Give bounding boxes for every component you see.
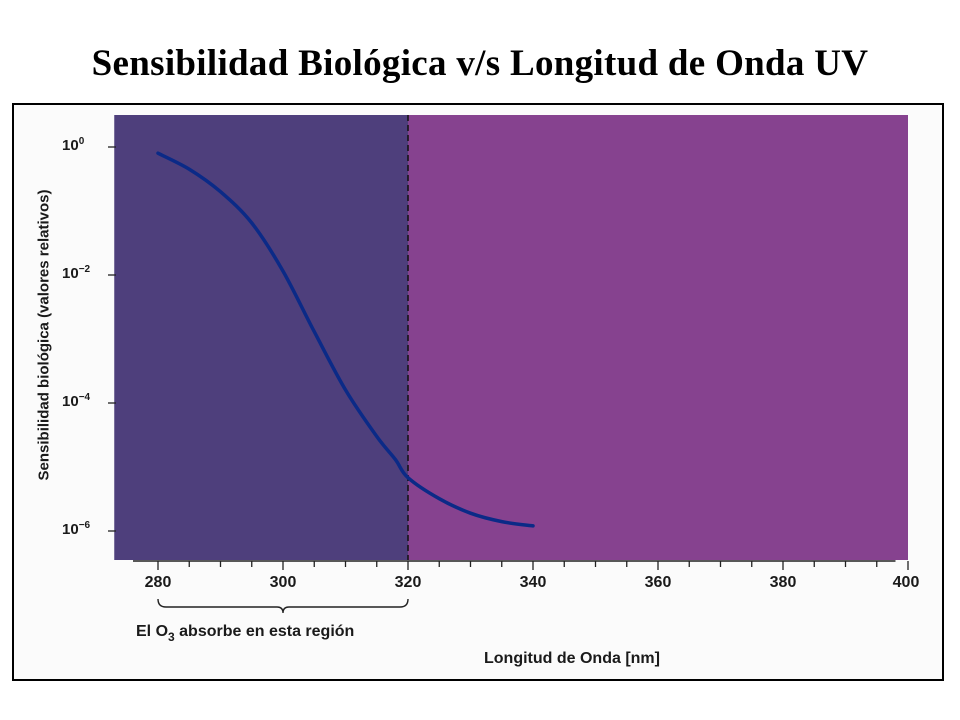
y-tick-base: 10 <box>62 265 79 282</box>
y-tick-exponent: 0 <box>78 136 85 147</box>
annotation-text-start: El O <box>136 623 169 640</box>
y-tick-label-1e-4: 10−4 <box>62 392 91 410</box>
y-tick-exponent: −4 <box>78 392 91 403</box>
y-tick-base: 10 <box>62 521 79 538</box>
y-tick-label-1e-6: 10−6 <box>62 520 91 538</box>
ozone-region-bracket <box>157 598 409 614</box>
chart-frame <box>12 103 944 681</box>
x-tick-label-280: 280 <box>144 574 172 591</box>
y-tick-marks <box>108 146 116 532</box>
region-other-uv <box>408 115 908 560</box>
y-tick-exponent: −6 <box>78 520 91 531</box>
ozone-region-annotation: El O3 absorbe en esta región <box>136 623 355 644</box>
x-minor-ticks <box>157 561 909 570</box>
x-tick-label-320: 320 <box>394 574 422 591</box>
x-tick-label-380: 380 <box>769 574 797 591</box>
x-axis-label: Longitud de Onda [nm] <box>484 650 660 667</box>
x-tick-label-340: 340 <box>519 574 547 591</box>
x-tick-label-300: 300 <box>269 574 297 591</box>
x-tick-label-360: 360 <box>644 574 672 591</box>
region-ozone-absorption <box>114 115 408 560</box>
y-tick-label-1e0: 100 <box>62 136 85 154</box>
annotation-text-end: absorbe en esta región <box>174 623 355 640</box>
annotation-subscript: 3 <box>168 630 175 644</box>
x-tick-label-400: 400 <box>892 574 920 591</box>
chart-plot <box>108 115 909 614</box>
y-axis-label: Sensibilidad biológica (valores relativo… <box>35 189 53 481</box>
sensitivity-curve <box>156 151 535 528</box>
y-tick-base: 10 <box>62 393 79 410</box>
y-tick-label-1e-2: 10−2 <box>62 264 91 282</box>
y-tick-base: 10 <box>62 137 79 154</box>
y-tick-exponent: −2 <box>78 264 91 275</box>
slide-title: Sensibilidad Biológica v/s Longitud de O… <box>91 43 869 84</box>
